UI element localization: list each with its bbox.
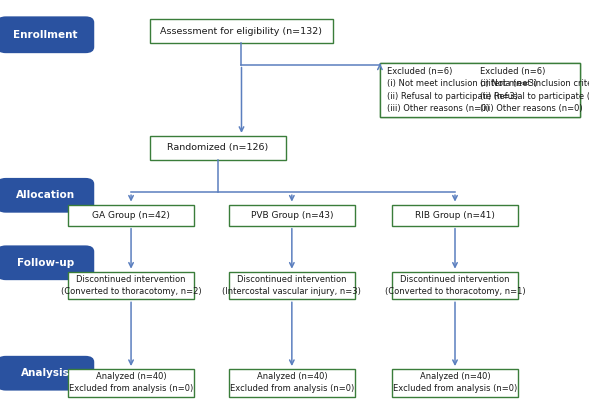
Text: Excluded (n=6)
(i) Not meet inclusion criteria (n=3)
(ii) Refusal to participate: Excluded (n=6) (i) Not meet inclusion cr…: [480, 67, 589, 113]
FancyBboxPatch shape: [150, 19, 333, 43]
Text: Analysis: Analysis: [21, 368, 70, 378]
FancyBboxPatch shape: [392, 272, 518, 299]
FancyBboxPatch shape: [380, 63, 580, 117]
Text: Analyzed (n=40)
Excluded from analysis (n=0): Analyzed (n=40) Excluded from analysis (…: [69, 372, 193, 393]
FancyBboxPatch shape: [392, 369, 518, 397]
FancyBboxPatch shape: [0, 356, 94, 391]
Text: Allocation: Allocation: [16, 190, 75, 200]
FancyBboxPatch shape: [0, 178, 94, 213]
Text: Analyzed (n=40)
Excluded from analysis (n=0): Analyzed (n=40) Excluded from analysis (…: [393, 372, 517, 393]
Text: Assessment for eligibility (n=132): Assessment for eligibility (n=132): [160, 27, 323, 36]
FancyBboxPatch shape: [150, 136, 286, 160]
FancyBboxPatch shape: [0, 245, 94, 280]
Text: Enrollment: Enrollment: [14, 30, 78, 40]
FancyBboxPatch shape: [229, 272, 355, 299]
Text: Discontinued intervention
(Intercostal vascular injury, n=3): Discontinued intervention (Intercostal v…: [223, 275, 361, 296]
Text: Discontinued intervention
(Converted to thoracotomy, n=1): Discontinued intervention (Converted to …: [385, 275, 525, 296]
Text: Analyzed (n=40)
Excluded from analysis (n=0): Analyzed (n=40) Excluded from analysis (…: [230, 372, 354, 393]
Text: RIB Group (n=41): RIB Group (n=41): [415, 211, 495, 220]
FancyBboxPatch shape: [392, 204, 518, 226]
Text: PVB Group (n=43): PVB Group (n=43): [250, 211, 333, 220]
Text: Discontinued intervention
(Converted to thoracotomy, n=2): Discontinued intervention (Converted to …: [61, 275, 201, 296]
FancyBboxPatch shape: [68, 369, 194, 397]
FancyBboxPatch shape: [68, 272, 194, 299]
FancyBboxPatch shape: [380, 63, 580, 117]
FancyBboxPatch shape: [229, 204, 355, 226]
Text: Follow-up: Follow-up: [17, 258, 74, 268]
FancyBboxPatch shape: [0, 16, 94, 53]
FancyBboxPatch shape: [68, 204, 194, 226]
FancyBboxPatch shape: [229, 369, 355, 397]
Text: GA Group (n=42): GA Group (n=42): [92, 211, 170, 220]
Text: Excluded (n=6)
(i) Not meet inclusion criteria (n=3)
(ii) Refusal to participate: Excluded (n=6) (i) Not meet inclusion cr…: [387, 67, 537, 113]
Text: Randomized (n=126): Randomized (n=126): [167, 143, 269, 152]
